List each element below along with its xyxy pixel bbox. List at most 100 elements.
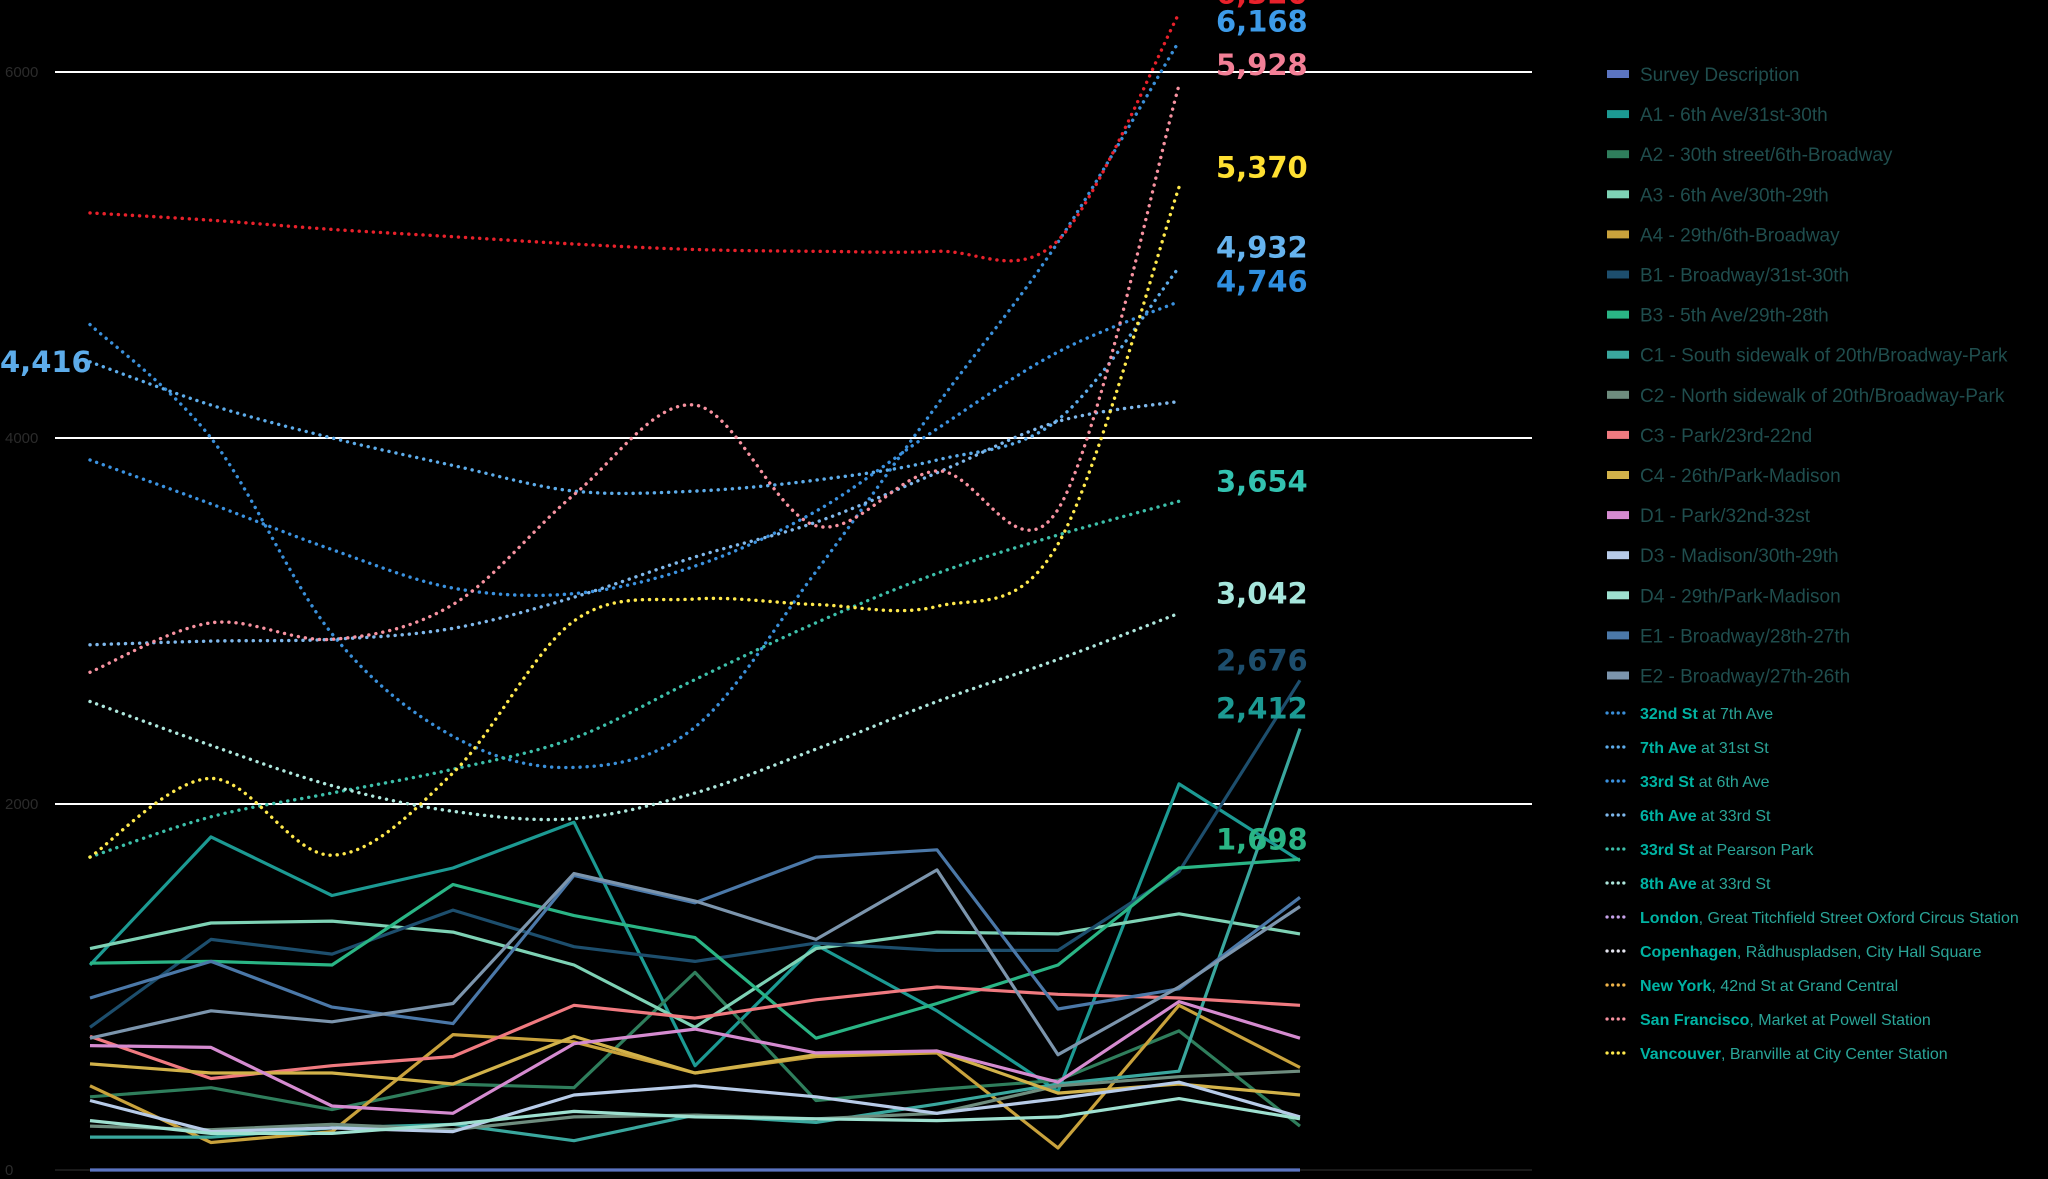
- series-line-33rd-st-at-6th-ave: [88, 299, 1181, 598]
- series-line-vancouver-branville-at-city-center-station: [88, 185, 1181, 859]
- legend-item: Copenhagen, Rådhuspladsen, City Hall Squ…: [1605, 943, 1982, 961]
- series-line-c3-park-23rd-22nd: [89, 985, 1301, 1081]
- legend-item: 33rd St at 6th Ave: [1605, 774, 1770, 791]
- legend-label: C1 - South sidewalk of 20th/Broadway-Par…: [1640, 346, 2008, 367]
- end-value-label: 3,042: [1216, 576, 1308, 610]
- series-line-d3-madison-30th-29th: [89, 1080, 1301, 1134]
- legend-label: 8th Ave at 33rd St: [1640, 876, 1771, 893]
- legend-label: A3 - 6th Ave/30th-29th: [1640, 185, 1829, 206]
- end-value-label: 2,412: [1216, 692, 1308, 726]
- legend-swatch: [1607, 511, 1629, 520]
- legend-item: D4 - 29th/Park-Madison: [1607, 586, 1841, 607]
- legend-item: C2 - North sidewalk of 20th/Broadway-Par…: [1607, 386, 2005, 407]
- end-value-label: 5,928: [1216, 48, 1308, 82]
- legend-swatch: [1607, 471, 1629, 479]
- legend-item: B3 - 5th Ave/29th-28th: [1607, 306, 1829, 327]
- legend-item: 32nd St at 7th Ave: [1605, 706, 1773, 723]
- legend-item: A3 - 6th Ave/30th-29th: [1607, 185, 1829, 206]
- legend-swatch: [1607, 110, 1629, 119]
- legend-item: D3 - Madison/30th-29th: [1607, 546, 1839, 567]
- legend-item: London, Great Titchfield Street Oxford C…: [1605, 910, 2019, 927]
- end-value-label: 6,320: [1216, 0, 1308, 10]
- legend-label: 33rd St at 6th Ave: [1640, 774, 1770, 791]
- legend-item: A1 - 6th Ave/31st-30th: [1607, 105, 1828, 126]
- series-line-a1-6th-ave-31st-30th: [88, 782, 1301, 1093]
- series-line-d1-park-32nd-32st: [89, 1000, 1301, 1115]
- end-value-label: 2,676: [1216, 643, 1308, 677]
- legend-label: San Francisco, Market at Powell Station: [1640, 1012, 1931, 1029]
- series-line-a3-6th-ave-30th-29th: [89, 912, 1301, 1029]
- legend-swatch: [1607, 350, 1629, 359]
- legend-swatch: [1607, 671, 1629, 680]
- legend-item: A2 - 30th street/6th-Broadway: [1607, 145, 1893, 166]
- legend-label: Survey Description: [1640, 65, 1799, 86]
- legend-label: B3 - 5th Ave/29th-28th: [1640, 306, 1829, 327]
- legend-label: A4 - 29th/6th-Broadway: [1640, 225, 1840, 246]
- y-tick-label: 2000: [5, 796, 38, 813]
- legend-item: 8th Ave at 33rd St: [1605, 876, 1771, 893]
- end-value-label: 5,370: [1216, 150, 1308, 184]
- series-line-e1-broadway-28th-27th: [89, 848, 1301, 1026]
- legend-item: New York, 42nd St at Grand Central: [1605, 978, 1898, 995]
- legend-swatch: [1607, 631, 1629, 640]
- legend-label: 7th Ave at 31st St: [1640, 740, 1769, 757]
- end-value-label: 3,654: [1216, 464, 1308, 498]
- series-line-san-francisco-market-at-powell-station: [88, 83, 1181, 674]
- legend: Survey Description A1 - 6th Ave/31st-30th…: [1605, 65, 2019, 1063]
- legend-label: Vancouver, Branville at City Center Stat…: [1640, 1046, 1948, 1063]
- legend-swatch: [1607, 230, 1629, 239]
- legend-label: Copenhagen, Rådhuspladsen, City Hall Squ…: [1640, 943, 1982, 961]
- series-line-times-square: [88, 11, 1181, 263]
- end-value-label: 4,746: [1216, 264, 1308, 298]
- legend-swatch: [1607, 390, 1629, 399]
- legend-item: B1 - Broadway/31st-30th: [1607, 266, 1849, 287]
- legend-label: 33rd St at Pearson Park: [1640, 842, 1814, 859]
- series-line-c4-26th-park-madison: [89, 1034, 1301, 1097]
- legend-item: Vancouver, Branville at City Center Stat…: [1605, 1046, 1948, 1063]
- series-line-a2-30th-street-6th-broadway: [89, 970, 1301, 1128]
- series-lines: [88, 11, 1302, 1172]
- legend-label: New York, 42nd St at Grand Central: [1640, 978, 1898, 995]
- end-value-label: 1,698: [1216, 822, 1308, 856]
- legend-swatch: [1607, 430, 1629, 439]
- legend-item: A4 - 29th/6th-Broadway: [1607, 225, 1840, 246]
- legend-label: E1 - Broadway/28th-27th: [1640, 626, 1850, 647]
- legend-item: E1 - Broadway/28th-27th: [1607, 626, 1850, 647]
- series-line-b3-5th-ave-29th-28th: [89, 857, 1301, 1040]
- series-line-e2-broadway-27th-26th: [89, 868, 1301, 1057]
- legend-label: E2 - Broadway/27th-26th: [1640, 667, 1850, 688]
- series-line-32nd-st-at-7th-ave: [88, 39, 1181, 770]
- legend-label: A2 - 30th street/6th-Broadway: [1640, 145, 1893, 166]
- legend-swatch: [1607, 310, 1629, 319]
- legend-label: A1 - 6th Ave/31st-30th: [1640, 105, 1828, 126]
- legend-swatch: [1607, 591, 1629, 600]
- series-line-6th-ave-at-33rd-st: [88, 399, 1181, 647]
- legend-item: C3 - Park/23rd-22nd: [1607, 426, 1812, 447]
- series-line-b1-broadway-31st-30th: [89, 679, 1302, 1029]
- y-tick-label: 0: [5, 1162, 13, 1179]
- series-line-8th-ave-at-33rd-st: [88, 611, 1181, 822]
- legend-label: B1 - Broadway/31st-30th: [1640, 266, 1849, 287]
- end-value-label: 6,168: [1216, 4, 1308, 38]
- legend-swatch: [1607, 551, 1629, 560]
- series-line-c2-north-sidewalk-of-20th-broadway-park: [89, 1069, 1301, 1132]
- end-value-label: 4,932: [1216, 230, 1308, 264]
- legend-item: E2 - Broadway/27th-26th: [1607, 667, 1850, 688]
- legend-swatch: [1607, 70, 1629, 78]
- legend-label: D3 - Madison/30th-29th: [1640, 546, 1839, 567]
- legend-label: London, Great Titchfield Street Oxford C…: [1640, 910, 2019, 927]
- legend-label: D4 - 29th/Park-Madison: [1640, 586, 1841, 607]
- legend-item: C4 - 26th/Park-Madison: [1607, 466, 1841, 487]
- legend-swatch: [1607, 190, 1629, 199]
- y-tick-label: 6000: [5, 64, 38, 81]
- legend-item: 7th Ave at 31st St: [1605, 740, 1769, 757]
- legend-label: C2 - North sidewalk of 20th/Broadway-Par…: [1640, 386, 2005, 407]
- legend-item: San Francisco, Market at Powell Station: [1605, 1012, 1931, 1029]
- legend-swatch: [1607, 150, 1629, 159]
- legend-label: D1 - Park/32nd-32st: [1640, 506, 1811, 527]
- legend-item: Survey Description: [1607, 65, 1799, 86]
- y-tick-label: 4000: [5, 430, 38, 447]
- legend-label: 32nd St at 7th Ave: [1640, 706, 1773, 723]
